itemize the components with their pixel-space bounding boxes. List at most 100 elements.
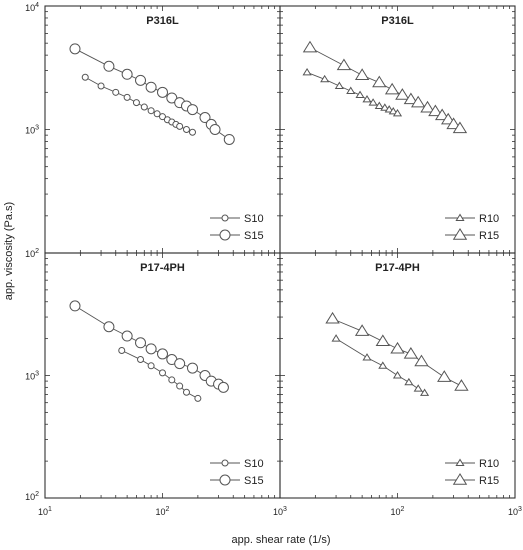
data-point (135, 337, 147, 349)
data-point (97, 82, 105, 90)
data-point (380, 103, 390, 111)
data-point (362, 353, 372, 361)
data-point (182, 388, 190, 396)
legend-marker (452, 473, 468, 485)
data-point (454, 379, 469, 391)
data-point (112, 88, 120, 96)
panel-title: P316L (146, 15, 179, 27)
legend-label: S10 (244, 458, 264, 470)
data-point (157, 86, 168, 98)
panel-title: P17-4PH (375, 262, 420, 274)
data-point (103, 321, 115, 333)
data-point (404, 377, 414, 386)
data-point (118, 346, 126, 354)
data-point (174, 358, 186, 370)
data-point (145, 343, 157, 355)
data-point (428, 104, 443, 117)
data-point (159, 369, 166, 377)
data-point (392, 371, 403, 379)
data-point (81, 73, 89, 81)
legend-label: R10 (479, 213, 499, 225)
data-point (390, 341, 405, 354)
data-point (434, 108, 450, 121)
legend-label: R15 (479, 230, 499, 242)
data-point (413, 384, 423, 392)
data-point (176, 382, 184, 390)
y-tick-label: 103 (25, 371, 39, 382)
legend-marker (219, 474, 231, 486)
data-point (159, 113, 166, 121)
data-point (362, 95, 372, 103)
data-point (354, 324, 370, 336)
data-point (176, 122, 184, 130)
series-S10 (118, 346, 202, 402)
legend-marker (221, 459, 229, 467)
series-R15 (302, 40, 468, 134)
data-point (384, 82, 400, 95)
panels: P316LS10S15P316LR10R15P17-4PHS10S15P17-4… (44, 5, 516, 499)
data-point (420, 388, 430, 396)
panel-title: P316L (381, 15, 414, 27)
panel-ticks (44, 253, 280, 499)
data-point (223, 133, 235, 145)
x-tick-labels: 101 102 103 102 103 (38, 506, 522, 517)
y-tick-label: 104 (25, 2, 39, 13)
data-point (320, 74, 330, 83)
legend-label: R15 (479, 475, 499, 487)
series-S10 (81, 73, 196, 136)
data-point (374, 101, 384, 109)
legend-marker (219, 229, 231, 241)
data-point (384, 105, 394, 113)
y-tick-labels: 104 103 102 103 102 (25, 2, 39, 502)
legend-marker (221, 214, 229, 222)
panel-title: P17-4PH (140, 262, 185, 274)
data-point (334, 81, 344, 89)
data-point (302, 40, 318, 53)
series-R10 (331, 334, 430, 396)
data-point (182, 126, 190, 133)
legend-label: S10 (244, 213, 264, 225)
data-point (325, 311, 340, 324)
data-point (168, 376, 176, 384)
data-point (410, 95, 426, 108)
data-point (157, 348, 168, 360)
y-tick-label: 103 (25, 125, 39, 136)
legend-marker (455, 213, 465, 221)
data-point (420, 100, 435, 113)
data-point (336, 58, 352, 71)
legend-marker (452, 228, 468, 240)
series-R10 (302, 67, 403, 117)
data-point (123, 93, 131, 101)
data-point (388, 107, 398, 115)
data-point (140, 103, 148, 111)
data-point (147, 362, 155, 370)
panel-top-right: P316L R10 R15 (279, 5, 516, 254)
data-point (147, 107, 155, 115)
series-S15 (69, 43, 235, 145)
data-point (414, 354, 429, 367)
data-point (395, 88, 410, 100)
data-point (375, 334, 391, 347)
data-point (368, 98, 378, 106)
data-point (69, 43, 81, 55)
data-point (446, 117, 461, 130)
data-point (209, 124, 221, 135)
data-point (437, 370, 452, 382)
data-point (346, 86, 356, 94)
x-axis-label: app. shear rate (1/s) (231, 534, 330, 546)
data-point (69, 300, 81, 312)
series-S15 (69, 300, 229, 393)
data-point (331, 334, 341, 342)
data-point (372, 75, 387, 88)
data-point (403, 346, 419, 359)
data-point (392, 108, 403, 117)
data-point (217, 381, 229, 393)
legend-marker (455, 458, 465, 466)
data-point (354, 68, 370, 80)
